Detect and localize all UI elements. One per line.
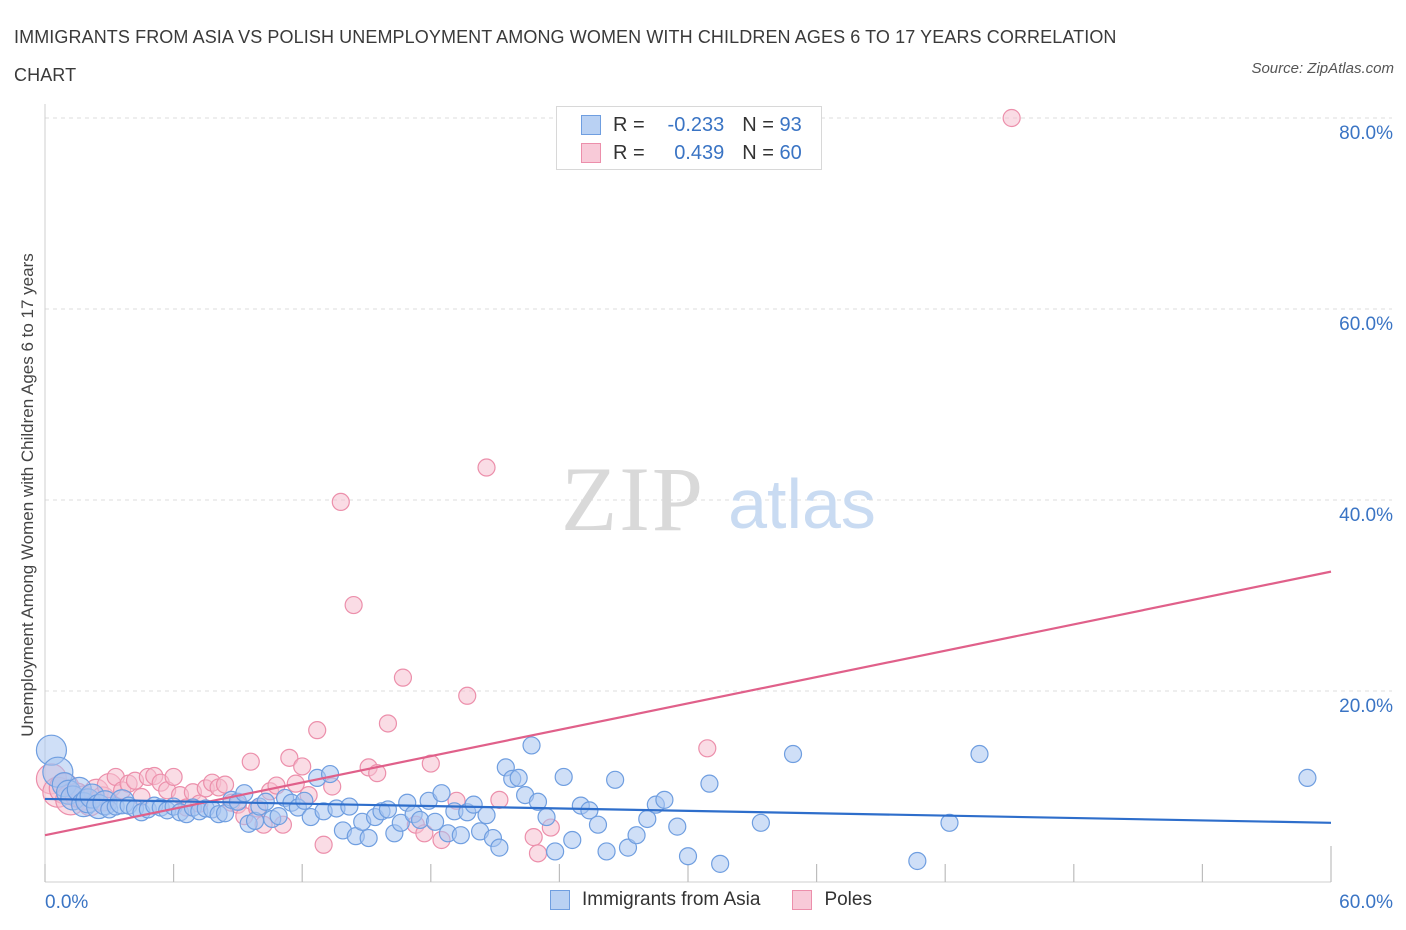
asia-point bbox=[678, 847, 698, 866]
legend-row-poles: R = 0.439 N = 60 bbox=[581, 141, 802, 165]
poles-point bbox=[698, 739, 717, 758]
legend-r-label: R = bbox=[613, 142, 645, 164]
y-tick-label: 80.0% bbox=[1339, 123, 1393, 144]
asia-point bbox=[451, 826, 470, 845]
y-tick-label: 20.0% bbox=[1339, 696, 1393, 717]
asia-point bbox=[970, 744, 989, 764]
poles-point bbox=[241, 752, 260, 771]
legend-n-value-asia: 93 bbox=[779, 114, 802, 136]
poles-point bbox=[458, 686, 477, 705]
legend-swatch-asia bbox=[581, 115, 601, 135]
poles-point bbox=[164, 767, 183, 787]
series-swatch-poles bbox=[792, 890, 813, 910]
watermark: ZIP atlas bbox=[561, 448, 876, 550]
legend-row-asia: R = -0.233 N = 93 bbox=[581, 113, 802, 137]
series-legend-asia: Immigrants from Asia bbox=[550, 889, 760, 911]
series-swatch-asia bbox=[550, 890, 570, 910]
asia-point bbox=[546, 842, 565, 861]
asia-point bbox=[700, 774, 719, 793]
asia-point bbox=[340, 797, 359, 816]
series-legend-poles: Poles bbox=[792, 889, 872, 911]
watermark-atlas: atlas bbox=[728, 465, 876, 543]
asia-point bbox=[464, 795, 483, 814]
y-tick-labels: 20.0% 40.0% 60.0% 80.0% bbox=[1339, 123, 1393, 717]
y-tick-label: 40.0% bbox=[1339, 505, 1393, 526]
asia-point bbox=[378, 800, 398, 819]
y-tick-label: 60.0% bbox=[1339, 314, 1393, 335]
asia-point bbox=[256, 792, 275, 811]
asia-point bbox=[432, 784, 451, 803]
legend-n-label: N = bbox=[742, 142, 774, 164]
x-tick-label: 60.0% bbox=[1339, 892, 1393, 913]
chart-title: IMMIGRANTS FROM ASIA VS POLISH UNEMPLOYM… bbox=[14, 27, 1117, 85]
grid-lines bbox=[45, 117, 1392, 692]
legend-r-label: R = bbox=[613, 114, 645, 136]
asia-point bbox=[1298, 768, 1317, 788]
asia-point bbox=[391, 813, 410, 832]
asia-point bbox=[490, 838, 509, 857]
asia-point bbox=[410, 810, 430, 830]
asia-point bbox=[606, 770, 625, 789]
poles-point bbox=[308, 721, 327, 740]
asia-point bbox=[320, 764, 340, 784]
asia-point bbox=[554, 767, 573, 787]
poles-point bbox=[477, 458, 496, 477]
poles-point bbox=[378, 714, 398, 733]
asia-point bbox=[537, 807, 556, 827]
legend-n-label: N = bbox=[742, 114, 774, 136]
asia-point bbox=[522, 736, 541, 755]
poles-point bbox=[393, 668, 413, 687]
legend-swatch-poles bbox=[581, 143, 601, 163]
poles-point bbox=[524, 828, 543, 847]
asia-point bbox=[477, 806, 496, 825]
asia-point bbox=[668, 817, 687, 836]
asia-point bbox=[711, 854, 730, 873]
trend-lines bbox=[44, 570, 1332, 837]
asia-point bbox=[295, 791, 314, 810]
poles-point bbox=[293, 757, 312, 776]
poles-point bbox=[280, 748, 299, 767]
poles-point bbox=[528, 844, 548, 863]
asia-point bbox=[655, 790, 674, 809]
asia-point bbox=[940, 813, 959, 832]
asia-point bbox=[528, 792, 548, 811]
asia-point bbox=[627, 826, 646, 845]
poles-trend-line bbox=[44, 570, 1332, 837]
asia-point bbox=[618, 838, 638, 857]
series-label-asia: Immigrants from Asia bbox=[582, 889, 761, 910]
asia-point bbox=[783, 744, 803, 764]
x-tick-label: 0.0% bbox=[45, 892, 88, 913]
legend-n-value-poles: 60 bbox=[779, 142, 802, 164]
asia-points bbox=[35, 734, 1317, 873]
poles-point bbox=[314, 835, 333, 854]
poles-point bbox=[490, 790, 509, 809]
correlation-legend: R = -0.233 N = 93 R = 0.439 N = 60 bbox=[556, 106, 822, 170]
poles-point bbox=[331, 492, 350, 512]
asia-point bbox=[588, 815, 608, 834]
asia-point bbox=[359, 828, 378, 848]
asia-point bbox=[597, 842, 616, 861]
poles-point bbox=[1002, 108, 1021, 128]
asia-point bbox=[563, 830, 582, 850]
asia-point bbox=[751, 813, 770, 832]
legend-r-value-poles: 0.439 bbox=[674, 142, 725, 164]
asia-point bbox=[580, 801, 599, 820]
source-label: Source: ZipAtlas.com bbox=[1251, 60, 1394, 77]
poles-point bbox=[215, 775, 235, 794]
series-label-poles: Poles bbox=[824, 889, 872, 910]
asia-point bbox=[908, 851, 927, 871]
asia-point bbox=[509, 768, 528, 788]
asia-point bbox=[425, 812, 445, 831]
x-tick-labels: 0.0% 60.0% bbox=[45, 892, 1393, 913]
poles-point bbox=[344, 595, 363, 615]
asia-point bbox=[269, 807, 288, 826]
series-legend: Immigrants from Asia Poles bbox=[550, 889, 904, 911]
watermark-zip: ZIP bbox=[561, 448, 705, 550]
legend-r-value-asia: -0.233 bbox=[667, 114, 725, 136]
asia-trend-line bbox=[44, 797, 1332, 824]
